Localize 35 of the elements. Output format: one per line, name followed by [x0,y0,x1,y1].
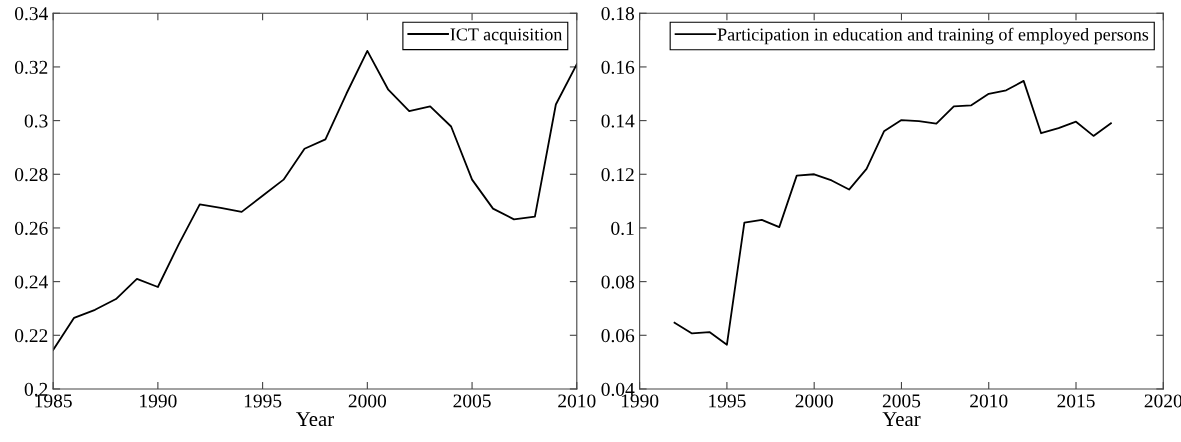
y-tick-label: 0.18 [601,7,635,21]
line-series [673,79,1112,346]
y-tick-label: 0.14 [601,114,635,128]
x-tick-label: 2000 [348,394,387,408]
x-tick-label: 2010 [970,394,1008,408]
y-tick-label: 0.22 [15,329,48,343]
x-tick-label: 2010 [558,394,596,408]
x-tick-label: 2020 [1144,394,1181,408]
y-tick-label: 0.1 [611,221,634,235]
x-tick-label: 2000 [795,394,833,408]
x-tick-label: 2015 [1057,394,1095,408]
x-axis-title: Year [296,412,334,427]
legend-label: ICT acquisition [450,28,563,45]
y-tick-label: 0.06 [601,329,635,343]
y-tick-label: 0.16 [601,60,635,74]
y-tick-label: 0.3 [24,114,48,128]
x-tick-label: 1995 [709,394,746,408]
x-axis-title: Year [882,412,921,427]
x-tick-label: 1995 [244,394,282,408]
x-tick-label: 2005 [882,394,921,408]
x-tick-label: 1990 [621,394,659,408]
y-tick-label: 0.34 [15,7,48,21]
y-tick-label: 0.32 [15,60,48,74]
y-tick-label: 0.04 [601,382,635,396]
x-tick-label: 2005 [453,394,491,408]
y-tick-label: 0.28 [15,168,48,182]
y-tick-label: 0.12 [601,168,634,182]
y-tick-label: 0.2 [24,382,48,396]
x-tick-label: 1985 [35,394,72,408]
legend-label: Participation in education and training of employed persons [717,27,1149,45]
line-series [53,49,577,351]
y-tick-label: 0.26 [15,221,48,235]
y-tick-label: 0.08 [601,275,635,289]
x-tick-label: 1990 [140,394,177,408]
y-tick-label: 0.24 [15,275,48,289]
